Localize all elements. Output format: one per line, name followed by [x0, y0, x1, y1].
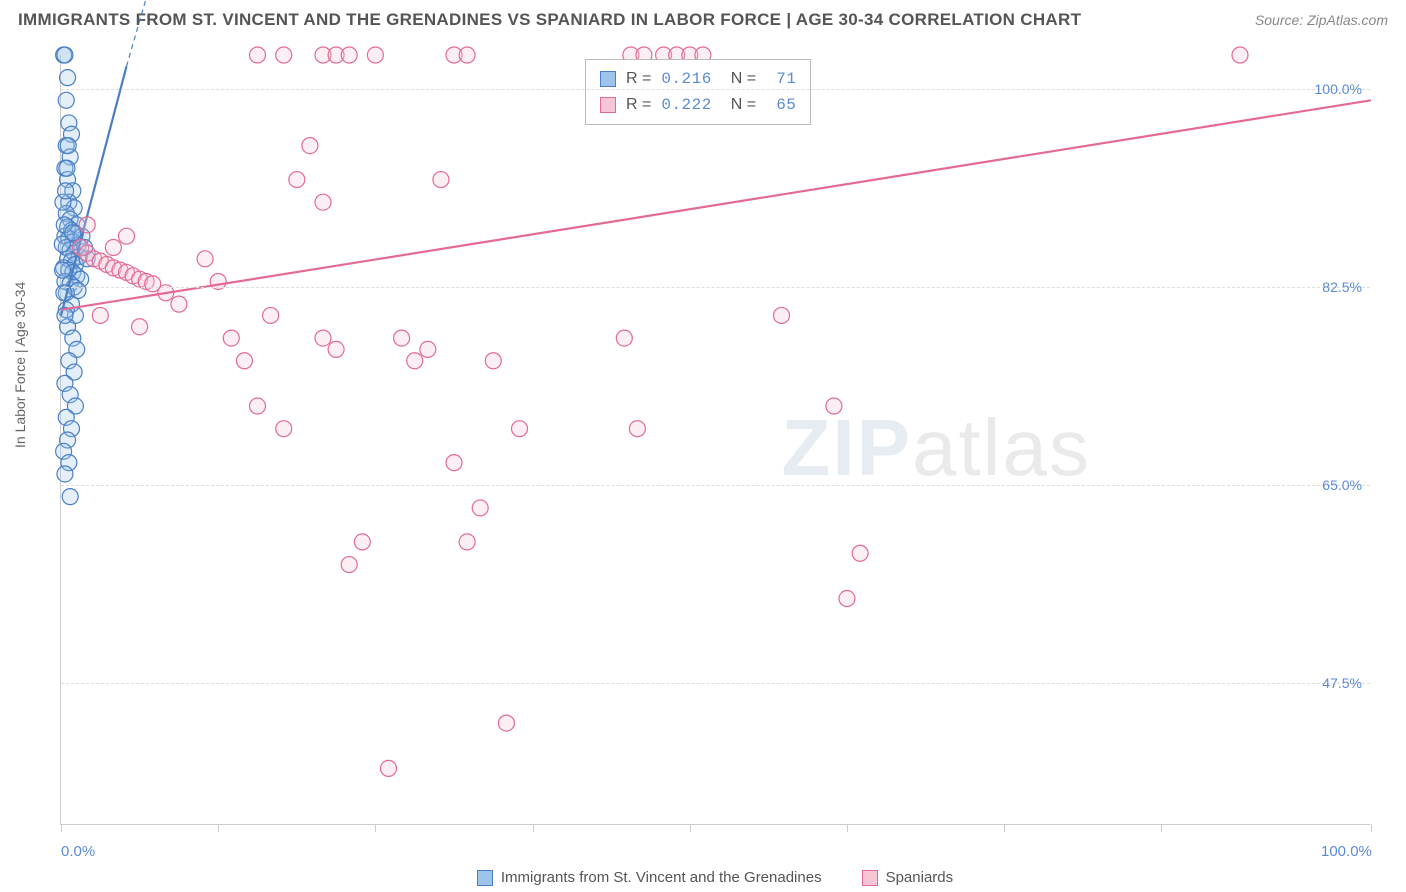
data-point [250, 47, 266, 63]
data-point [62, 489, 78, 505]
y-tick-label: 47.5% [1322, 675, 1362, 691]
x-tick [61, 824, 62, 832]
title-bar: IMMIGRANTS FROM ST. VINCENT AND THE GREN… [18, 10, 1388, 30]
data-point [58, 183, 74, 199]
data-point [59, 160, 75, 176]
x-tick [1371, 824, 1372, 832]
data-point [420, 341, 436, 357]
x-tick [1004, 824, 1005, 832]
data-point [60, 70, 76, 86]
data-point [512, 421, 528, 437]
chart-container: IMMIGRANTS FROM ST. VINCENT AND THE GREN… [0, 0, 1406, 892]
data-point [92, 307, 108, 323]
data-point [171, 296, 187, 312]
data-point [315, 330, 331, 346]
data-point [774, 307, 790, 323]
chart-svg [61, 55, 1370, 824]
source-attribution: Source: ZipAtlas.com [1255, 12, 1388, 28]
data-point [105, 240, 121, 256]
data-point [498, 715, 514, 731]
data-point [289, 172, 305, 188]
y-axis-label: In Labor Force | Age 30-34 [12, 282, 28, 448]
correlation-legend: R = 0.216 N = 71R = 0.222 N = 65 [585, 59, 811, 125]
data-point [57, 47, 73, 63]
x-tick [1161, 824, 1162, 832]
n-value: 65 [766, 92, 796, 118]
gridline [61, 683, 1370, 684]
data-point [459, 47, 475, 63]
data-point [1232, 47, 1248, 63]
data-point [367, 47, 383, 63]
data-point [485, 353, 501, 369]
data-point [60, 138, 76, 154]
legend-label: Immigrants from St. Vincent and the Gren… [501, 869, 822, 886]
data-point [263, 307, 279, 323]
data-point [839, 591, 855, 607]
data-point [315, 194, 331, 210]
data-point [354, 534, 370, 550]
x-tick-label: 0.0% [61, 843, 95, 860]
data-point [57, 466, 73, 482]
data-point [302, 138, 318, 154]
r-value: 0.222 [661, 92, 712, 118]
x-tick [218, 824, 219, 832]
data-point [433, 172, 449, 188]
data-point [381, 760, 397, 776]
data-point [472, 500, 488, 516]
data-point [132, 319, 148, 335]
data-point [65, 225, 81, 241]
data-point [58, 92, 74, 108]
data-point [250, 398, 266, 414]
x-tick [533, 824, 534, 832]
y-tick-label: 65.0% [1322, 477, 1362, 493]
data-point [328, 341, 344, 357]
data-point [276, 47, 292, 63]
chart-title: IMMIGRANTS FROM ST. VINCENT AND THE GREN… [18, 10, 1081, 30]
r-label: R = [626, 92, 651, 118]
trend-line [61, 100, 1371, 309]
data-point [826, 398, 842, 414]
data-point [394, 330, 410, 346]
x-tick [375, 824, 376, 832]
legend-swatch [862, 870, 878, 886]
data-point [223, 330, 239, 346]
plot-area: ZIPatlas R = 0.216 N = 71R = 0.222 N = 6… [60, 55, 1370, 825]
x-tick [690, 824, 691, 832]
data-point [55, 262, 71, 278]
data-point [79, 217, 95, 233]
correlation-legend-row: R = 0.222 N = 65 [600, 92, 796, 118]
data-point [446, 455, 462, 471]
data-point [852, 545, 868, 561]
y-tick-label: 100.0% [1315, 81, 1362, 97]
x-tick [847, 824, 848, 832]
n-label: N = [722, 92, 756, 118]
legend-label: Spaniards [886, 869, 954, 886]
data-point [276, 421, 292, 437]
data-point [119, 228, 135, 244]
data-point [197, 251, 213, 267]
legend-item: Spaniards [862, 869, 954, 886]
gridline [61, 485, 1370, 486]
gridline [61, 287, 1370, 288]
data-point [616, 330, 632, 346]
data-point [341, 47, 357, 63]
legend-swatch [600, 71, 616, 87]
data-point [459, 534, 475, 550]
gridline [61, 89, 1370, 90]
data-point [629, 421, 645, 437]
y-tick-label: 82.5% [1322, 279, 1362, 295]
series-legend: Immigrants from St. Vincent and the Gren… [60, 869, 1370, 886]
legend-item: Immigrants from St. Vincent and the Gren… [477, 869, 822, 886]
data-point [236, 353, 252, 369]
legend-swatch [477, 870, 493, 886]
x-tick-label: 100.0% [1321, 843, 1372, 860]
legend-swatch [600, 97, 616, 113]
data-point [407, 353, 423, 369]
data-point [341, 557, 357, 573]
